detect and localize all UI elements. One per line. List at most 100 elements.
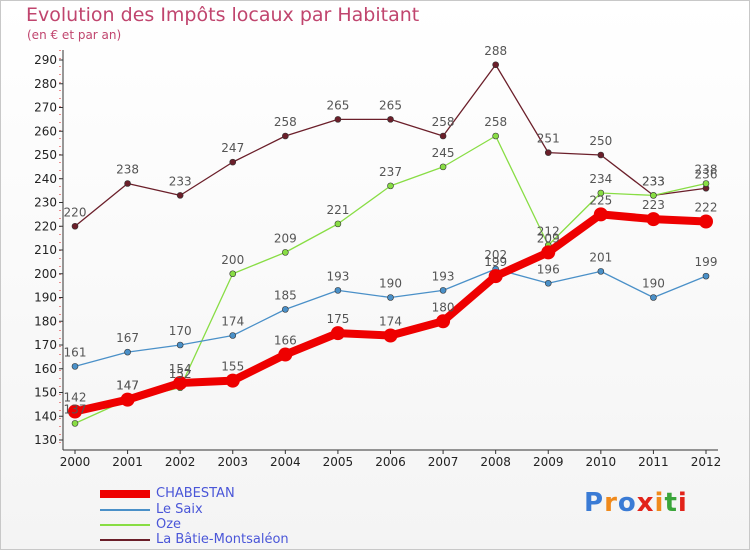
data-label: 251: [537, 132, 560, 146]
data-label: 250: [589, 134, 612, 148]
data-point: [541, 245, 556, 260]
data-label: 199: [484, 255, 507, 269]
data-point: [71, 420, 79, 427]
x-tick-label: 2002: [165, 455, 196, 469]
data-label: 238: [695, 163, 718, 177]
data-label: 142: [64, 391, 87, 405]
data-point: [439, 132, 447, 140]
data-label: 180: [432, 300, 455, 314]
x-tick-label: 2005: [323, 455, 354, 469]
data-label: 265: [326, 98, 349, 112]
data-point: [544, 149, 552, 156]
x-tick-label: 2012: [691, 455, 722, 469]
data-point: [646, 212, 661, 227]
data-label: 199: [695, 255, 718, 269]
data-label: 196: [537, 262, 560, 276]
data-point: [71, 222, 79, 230]
data-point: [436, 314, 451, 329]
data-label: 234: [589, 172, 612, 186]
data-point: [593, 207, 608, 222]
data-point: [439, 287, 447, 294]
y-tick-label: 190: [34, 291, 57, 305]
data-point: [124, 348, 131, 356]
legend-swatch-oze: [100, 523, 150, 526]
data-label: 209: [274, 231, 297, 245]
value-labels: 142 147 154 155 166 175 174 180 199 209 225 223 222 1…: [64, 44, 718, 417]
data-label: 223: [642, 198, 665, 212]
y-tick-label: 280: [34, 77, 57, 91]
y-tick-label: 260: [34, 124, 57, 138]
data-point: [383, 328, 398, 343]
data-point: [702, 272, 710, 280]
data-label: 175: [326, 312, 349, 326]
y-tick-label: 220: [34, 219, 57, 233]
series-line-0: [71, 210, 710, 416]
data-label: 147: [116, 379, 139, 393]
legend-item-oze: Oze: [100, 516, 181, 533]
y-tick-label: 160: [34, 362, 57, 376]
data-label: 237: [379, 165, 402, 179]
data-label: 265: [379, 98, 402, 112]
data-point: [282, 132, 289, 140]
logo-letter: x: [636, 488, 655, 518]
data-label: 225: [589, 193, 612, 207]
data-point: [650, 192, 657, 199]
y-tick-label: 210: [34, 243, 57, 257]
data-label: 190: [379, 277, 402, 291]
legend-label-oze: Oze: [156, 517, 182, 532]
data-label: 212: [537, 224, 560, 238]
data-label: 185: [274, 288, 297, 302]
data-label: 245: [432, 146, 455, 160]
data-point: [488, 269, 503, 284]
y-tick-label: 170: [34, 338, 57, 352]
data-point: [492, 61, 499, 69]
x-tick-label: 2008: [480, 455, 511, 469]
data-point: [387, 294, 394, 301]
data-point: [334, 287, 342, 294]
logo-letter: i: [654, 488, 665, 518]
logo-letter: P: [584, 488, 605, 518]
data-label: 247: [221, 141, 244, 155]
data-point: [597, 151, 605, 159]
data-point: [492, 132, 499, 140]
legend-item-la-batie-montsaleon: La Bâtie-Montsaléon: [100, 531, 289, 548]
data-label: 222: [695, 201, 718, 215]
x-tick-label: 2010: [586, 455, 617, 469]
y-tick-label: 150: [34, 386, 57, 400]
data-label: 288: [484, 44, 507, 58]
data-point: [334, 220, 342, 228]
data-label: 190: [642, 277, 665, 291]
data-point: [597, 189, 605, 197]
data-label: 220: [64, 205, 87, 219]
data-point: [278, 347, 293, 362]
data-point: [176, 341, 184, 349]
data-point: [650, 294, 657, 301]
legend-label-la-batie-montsaleon: La Bâtie-Montsaléon: [156, 532, 289, 547]
data-point: [120, 392, 135, 407]
data-label: 236: [695, 167, 718, 181]
data-point: [439, 163, 447, 171]
y-tick-label: 140: [34, 409, 57, 423]
data-point: [176, 192, 184, 199]
logo-letter: t: [664, 488, 678, 518]
y-tick-label: 200: [34, 267, 57, 281]
data-label: 147: [116, 379, 139, 393]
logo-letter: i: [677, 488, 688, 518]
x-tick-label: 2011: [638, 455, 669, 469]
chart-title: Evolution des Impôts locaux par Habitant: [26, 4, 420, 26]
series-lines: [68, 61, 713, 427]
data-label: 155: [221, 360, 244, 374]
x-tick-label: 2001: [112, 455, 143, 469]
data-label: 193: [432, 269, 455, 283]
data-point: [702, 180, 710, 187]
data-label: 233: [642, 174, 665, 188]
data-label: 233: [642, 174, 665, 188]
data-label: 202: [484, 248, 507, 262]
data-label: 193: [326, 269, 349, 283]
legend-label-chabestan: CHABESTAN: [156, 486, 235, 501]
data-label: 221: [326, 203, 349, 217]
data-point: [544, 279, 552, 287]
data-label: 170: [169, 324, 192, 338]
